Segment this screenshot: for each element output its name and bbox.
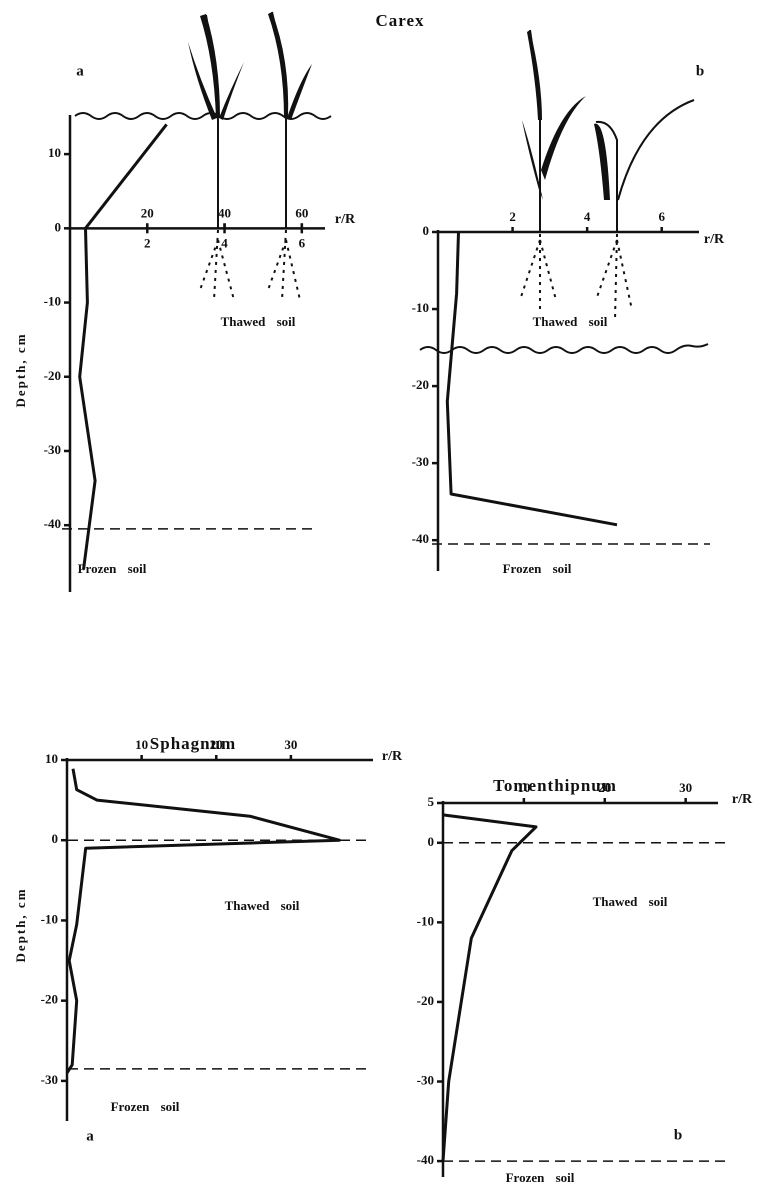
y-tick-label: -20 (412, 377, 429, 392)
x-tick-label: 4 (584, 209, 591, 224)
y-tick-label: 10 (45, 751, 58, 766)
y-tick-label: 0 (423, 223, 430, 238)
x-axis-label: r/R (382, 749, 403, 764)
x2-tick-label: 40 (218, 205, 231, 220)
x-tick-label: 2 (144, 235, 151, 250)
panel-label: a (76, 63, 84, 79)
x-axis-label: r/R (335, 212, 356, 227)
x-tick-label: 2 (509, 209, 516, 224)
y-tick-label: -20 (41, 992, 58, 1007)
y-tick-label: -30 (44, 442, 61, 457)
x-tick-label: 30 (284, 737, 297, 752)
y-tick-label: -40 (417, 1152, 434, 1167)
y-tick-label: -30 (41, 1072, 58, 1087)
y-axis-label: Depth, cm (13, 887, 28, 962)
annotation: Frozen soil (111, 1099, 180, 1114)
x-tick-label: 4 (221, 235, 228, 250)
y-tick-label: -10 (41, 911, 58, 926)
chart-title: Sphagnum (150, 734, 236, 753)
y-tick-label: -30 (412, 454, 429, 469)
x-tick-label: 6 (299, 235, 306, 250)
y-axis-label: Depth, cm (13, 332, 28, 407)
y-tick-label: -20 (417, 993, 434, 1008)
x-tick-label: 20 (598, 780, 611, 795)
chart-title: Carex (375, 11, 424, 30)
x-tick-label: 10 (135, 737, 148, 752)
plant-drawing (188, 11, 312, 301)
annotation: Thawed soil (533, 314, 608, 329)
y-tick-label: 0 (55, 219, 62, 234)
y-tick-label: -10 (44, 294, 61, 309)
thaw-front (419, 343, 709, 354)
annotation: Frozen soil (503, 561, 572, 576)
chart-title: Tomenthipnum (493, 776, 617, 795)
x-tick-label: 10 (517, 780, 530, 795)
y-tick-label: -10 (417, 913, 434, 928)
x-tick-label: 30 (679, 780, 692, 795)
y-tick-label: -40 (412, 531, 429, 546)
y-tick-label: 0 (428, 834, 435, 849)
y-tick-label: 10 (48, 145, 61, 160)
x2-tick-label: 60 (295, 205, 308, 220)
x-axis-label: r/R (704, 232, 725, 247)
annotation: Thawed soil (225, 898, 300, 913)
plant-drawing (519, 29, 695, 321)
y-tick-label: -20 (44, 368, 61, 383)
y-tick-label: -30 (417, 1072, 434, 1087)
y-tick-label: 5 (428, 794, 435, 809)
x-tick-label: 20 (210, 737, 223, 752)
annotation: Frozen soil (506, 1170, 575, 1185)
x-axis-label: r/R (732, 792, 753, 807)
y-tick-label: -40 (44, 516, 61, 531)
y-tick-label: 0 (52, 831, 59, 846)
annotation: Frozen soil (78, 561, 147, 576)
x2-tick-label: 20 (141, 205, 154, 220)
profile-line (441, 813, 538, 1162)
profile-line (445, 231, 618, 527)
panel-label: b (674, 1127, 682, 1143)
x-tick-label: 6 (658, 209, 665, 224)
profile-line (65, 768, 341, 1074)
y-tick-label: -10 (412, 300, 429, 315)
water-surface (74, 112, 332, 120)
panel-label: a (86, 1128, 94, 1144)
profile-line (78, 123, 168, 570)
annotation: Thawed soil (593, 894, 668, 909)
annotation: Thawed soil (221, 314, 296, 329)
panel-label: b (696, 63, 704, 79)
